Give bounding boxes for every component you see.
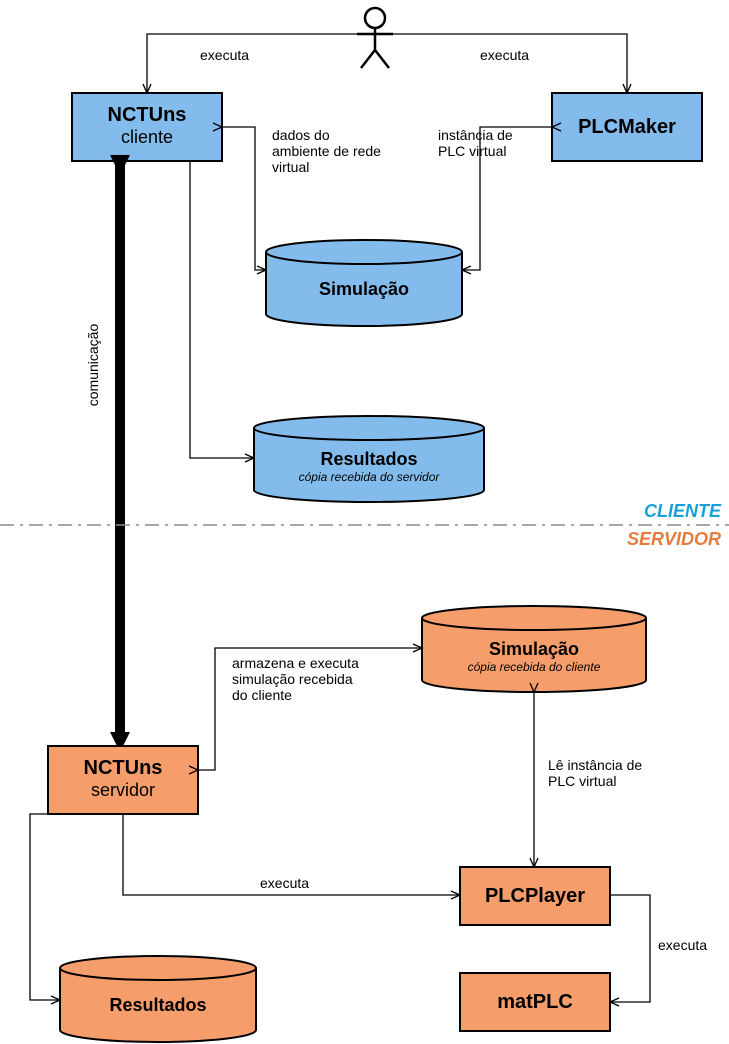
edge-nctuns-cliente-simulacao — [222, 127, 266, 270]
resultados_c: Resultadoscópia recebida do servidor — [254, 416, 484, 502]
label-executa-matplc: executa — [658, 937, 707, 953]
label-executa-plcplayer: executa — [260, 875, 309, 891]
nctuns_cliente-title: NCTUns — [108, 104, 187, 126]
resultados_c-title: Resultados — [320, 449, 417, 469]
label-dados-ambiente: dados doambiente de redevirtual — [272, 127, 381, 175]
actor-icon — [357, 8, 393, 68]
label-executa-right: executa — [480, 47, 529, 63]
plcmaker-title: PLCMaker — [578, 116, 676, 138]
simulacao_s: Simulaçãocópia recebida do cliente — [422, 606, 646, 692]
nctuns_cliente-subtitle: cliente — [121, 127, 173, 147]
simulacao_s-title: Simulação — [489, 639, 579, 659]
matplc: matPLC — [460, 973, 610, 1031]
plcplayer: PLCPlayer — [460, 867, 610, 925]
edge-actor-plcmaker — [393, 34, 627, 93]
label-armazena: armazena e executasimulação recebidado c… — [232, 655, 359, 703]
nctuns_servidor-subtitle: servidor — [91, 780, 155, 800]
resultados_s: Resultados — [60, 956, 256, 1042]
edge-actor-nctuns-cliente — [147, 34, 357, 93]
label-instancia-plc: instância dePLC virtual — [438, 127, 513, 159]
simulacao_c-title: Simulação — [319, 279, 409, 299]
resultados_s-title: Resultados — [109, 995, 206, 1015]
nctuns_cliente: NCTUnscliente — [72, 93, 222, 161]
label-executa-left: executa — [200, 47, 249, 63]
resultados_c-subtitle: cópia recebida do servidor — [299, 470, 441, 484]
label-cliente: CLIENTE — [644, 501, 722, 521]
simulacao_c: Simulação — [266, 240, 462, 326]
label-le-instancia: Lê instância dePLC virtual — [548, 757, 642, 789]
matplc-title: matPLC — [497, 991, 573, 1013]
label-servidor: SERVIDOR — [627, 529, 721, 549]
plcmaker: PLCMaker — [552, 93, 702, 161]
plcplayer-title: PLCPlayer — [485, 885, 585, 907]
edge-plcplayer-matplc — [610, 895, 650, 1002]
simulacao_s-subtitle: cópia recebida do cliente — [468, 660, 601, 674]
label-comunicacao: comunicação — [85, 324, 101, 407]
edge-nctuns-cliente-resultados — [190, 161, 254, 458]
nctuns_servidor-title: NCTUns — [84, 757, 163, 779]
nctuns_servidor: NCTUnsservidor — [48, 746, 198, 814]
